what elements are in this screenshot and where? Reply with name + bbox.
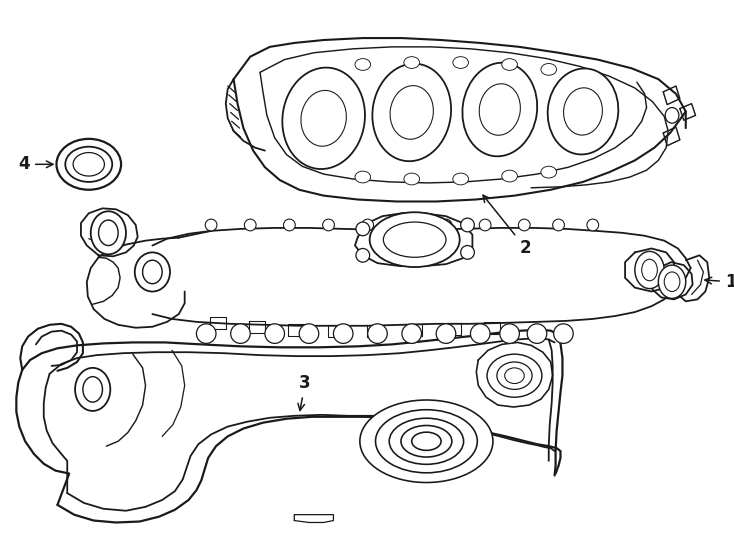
Ellipse shape: [301, 90, 346, 146]
Ellipse shape: [587, 219, 599, 231]
Ellipse shape: [642, 259, 658, 281]
Ellipse shape: [541, 64, 556, 75]
Ellipse shape: [505, 368, 524, 383]
Ellipse shape: [487, 354, 542, 397]
Ellipse shape: [75, 368, 110, 411]
Ellipse shape: [548, 69, 618, 154]
Text: 3: 3: [298, 374, 310, 410]
Ellipse shape: [91, 211, 126, 254]
Ellipse shape: [370, 212, 459, 267]
Ellipse shape: [283, 219, 295, 231]
Ellipse shape: [299, 324, 319, 343]
Ellipse shape: [541, 166, 556, 178]
Ellipse shape: [57, 139, 121, 190]
Ellipse shape: [356, 248, 370, 262]
Text: 1: 1: [705, 273, 734, 291]
Ellipse shape: [664, 272, 680, 292]
Ellipse shape: [135, 252, 170, 292]
Ellipse shape: [333, 324, 353, 343]
Ellipse shape: [658, 265, 686, 299]
Ellipse shape: [265, 324, 285, 343]
Ellipse shape: [404, 173, 420, 185]
Ellipse shape: [65, 147, 112, 182]
Ellipse shape: [323, 219, 335, 231]
Ellipse shape: [461, 218, 474, 232]
Ellipse shape: [500, 324, 520, 343]
Ellipse shape: [383, 222, 446, 257]
Ellipse shape: [461, 246, 474, 259]
Ellipse shape: [230, 324, 250, 343]
Ellipse shape: [412, 432, 441, 450]
Ellipse shape: [440, 219, 452, 231]
Ellipse shape: [502, 170, 517, 182]
Ellipse shape: [98, 220, 118, 246]
Ellipse shape: [527, 324, 547, 343]
Ellipse shape: [356, 222, 370, 236]
Ellipse shape: [553, 324, 573, 343]
Ellipse shape: [502, 59, 517, 70]
Ellipse shape: [665, 107, 679, 123]
Ellipse shape: [372, 64, 451, 161]
Ellipse shape: [479, 84, 520, 135]
Ellipse shape: [206, 219, 217, 231]
Ellipse shape: [402, 324, 421, 343]
Ellipse shape: [436, 324, 456, 343]
Ellipse shape: [197, 324, 216, 343]
Ellipse shape: [462, 63, 537, 156]
Ellipse shape: [389, 418, 464, 464]
Ellipse shape: [497, 362, 532, 389]
Ellipse shape: [404, 57, 420, 69]
Ellipse shape: [635, 252, 664, 288]
Ellipse shape: [453, 173, 468, 185]
Ellipse shape: [142, 260, 162, 284]
Ellipse shape: [518, 219, 530, 231]
Ellipse shape: [390, 86, 433, 139]
Ellipse shape: [355, 59, 371, 70]
Ellipse shape: [244, 219, 256, 231]
Ellipse shape: [479, 219, 491, 231]
Ellipse shape: [401, 426, 452, 457]
Ellipse shape: [73, 153, 104, 176]
Ellipse shape: [401, 219, 413, 231]
Ellipse shape: [355, 171, 371, 183]
Ellipse shape: [376, 410, 477, 473]
Ellipse shape: [283, 68, 365, 169]
Ellipse shape: [553, 219, 564, 231]
Ellipse shape: [470, 324, 490, 343]
Ellipse shape: [564, 88, 603, 135]
Text: 2: 2: [483, 195, 531, 256]
Ellipse shape: [83, 377, 103, 402]
Text: 4: 4: [18, 156, 53, 173]
Ellipse shape: [453, 57, 468, 69]
Ellipse shape: [368, 324, 388, 343]
Ellipse shape: [362, 219, 374, 231]
Ellipse shape: [360, 400, 493, 483]
